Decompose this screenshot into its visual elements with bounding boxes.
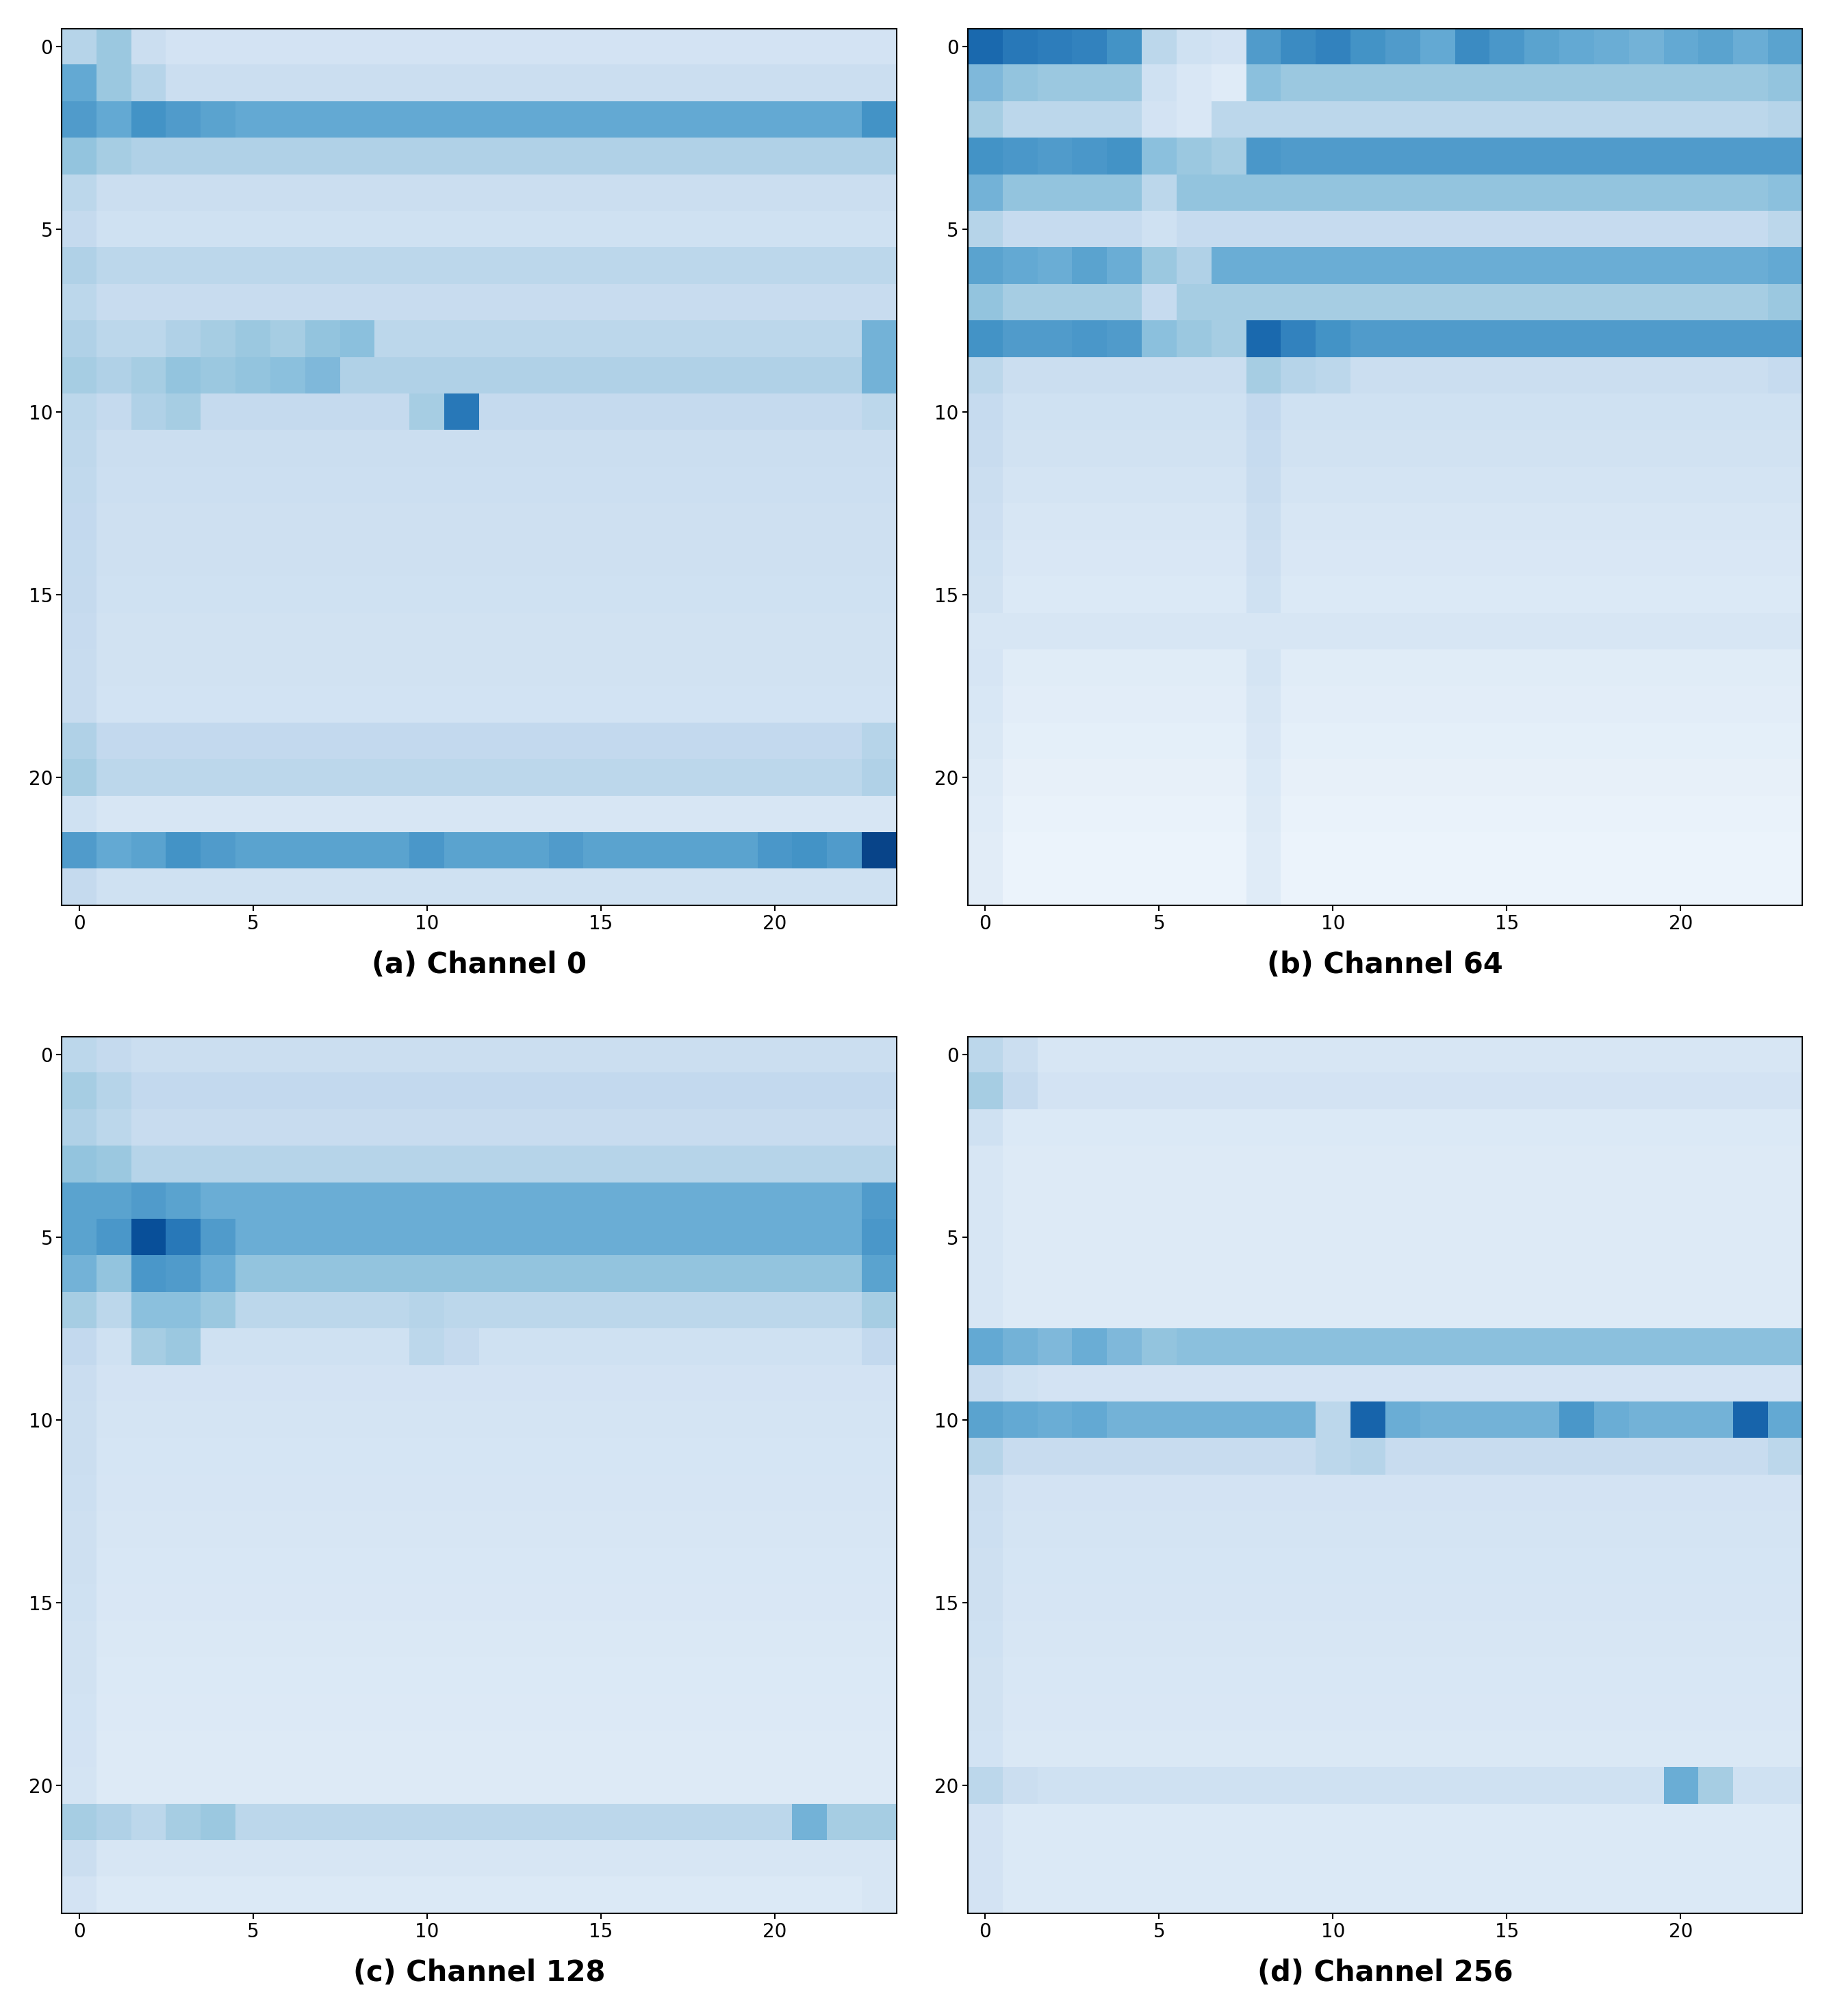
X-axis label: (c) Channel 128: (c) Channel 128 xyxy=(353,1960,606,1988)
X-axis label: (b) Channel 64: (b) Channel 64 xyxy=(1267,952,1503,980)
X-axis label: (d) Channel 256: (d) Channel 256 xyxy=(1258,1960,1512,1988)
X-axis label: (a) Channel 0: (a) Channel 0 xyxy=(372,952,586,980)
